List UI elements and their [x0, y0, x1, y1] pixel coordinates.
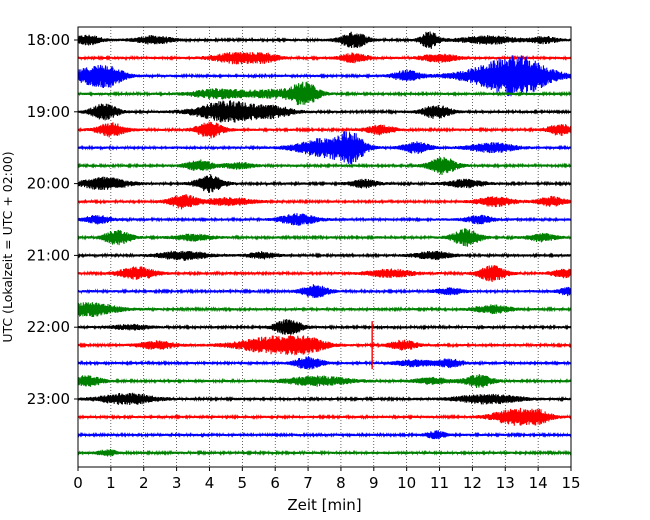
x-tick-label: 4	[205, 474, 215, 492]
trace-21:45	[77, 302, 572, 317]
x-tick-label: 13	[496, 474, 515, 492]
trace-19:00	[77, 100, 572, 123]
trace-layer	[77, 31, 572, 457]
trace-23:15	[77, 407, 572, 426]
trace-23:30	[77, 430, 572, 440]
y-tick-label: 19:00	[27, 103, 70, 121]
trace-20:30	[77, 213, 572, 226]
y-tick-label: 21:00	[27, 246, 70, 264]
trace-20:45	[77, 228, 572, 247]
trace-19:30	[77, 131, 572, 165]
x-tick-label: 0	[73, 474, 83, 492]
trace-21:30	[77, 284, 572, 299]
trace-20:15	[77, 193, 572, 210]
trace-22:00	[77, 319, 572, 335]
trace-20:00	[77, 174, 572, 193]
trace-21:15	[77, 265, 572, 283]
x-tick-label: 2	[139, 474, 149, 492]
y-axis-label: UTC (Lokalzeit = UTC + 02:00)	[0, 151, 15, 342]
x-axis-label: Zeit [min]	[287, 496, 361, 514]
trace-21:00	[77, 250, 572, 261]
trace-23:00	[77, 392, 572, 406]
plot-frame	[77, 26, 572, 468]
x-tick-label: 5	[238, 474, 248, 492]
trace-18:00	[77, 31, 572, 49]
trace-22:15	[77, 335, 572, 356]
grid-layer	[110, 27, 539, 467]
trace-19:15	[77, 121, 572, 139]
y-tick-label: 23:00	[27, 390, 70, 408]
x-tick-label: 14	[529, 474, 548, 492]
x-tick-label: 12	[463, 474, 482, 492]
x-tick-label: 9	[369, 474, 379, 492]
trace-22:30	[77, 356, 572, 370]
x-tick-label: 10	[397, 474, 416, 492]
x-tick-label: 3	[172, 474, 182, 492]
tick-layer: 0 1 2 3 4 5 6 7 8 9 10 11 12 13 14 1518:0019:0020:0021:…	[27, 31, 581, 492]
y-tick-label: 20:00	[27, 175, 70, 193]
x-tick-label: 8	[336, 474, 346, 492]
x-tick-label: 11	[430, 474, 449, 492]
trace-18:45	[77, 81, 572, 106]
trace-18:15	[77, 51, 572, 65]
x-tick-label: 6	[270, 474, 280, 492]
x-tick-label: 15	[561, 474, 580, 492]
trace-23:45	[77, 449, 572, 457]
trace-22:45	[77, 374, 572, 389]
trace-18:30	[77, 55, 572, 97]
y-tick-label: 18:00	[27, 31, 70, 49]
x-tick-label: 1	[106, 474, 116, 492]
x-tick-label: 7	[303, 474, 313, 492]
y-tick-label: 22:00	[27, 318, 70, 336]
trace-19:45	[77, 156, 572, 176]
